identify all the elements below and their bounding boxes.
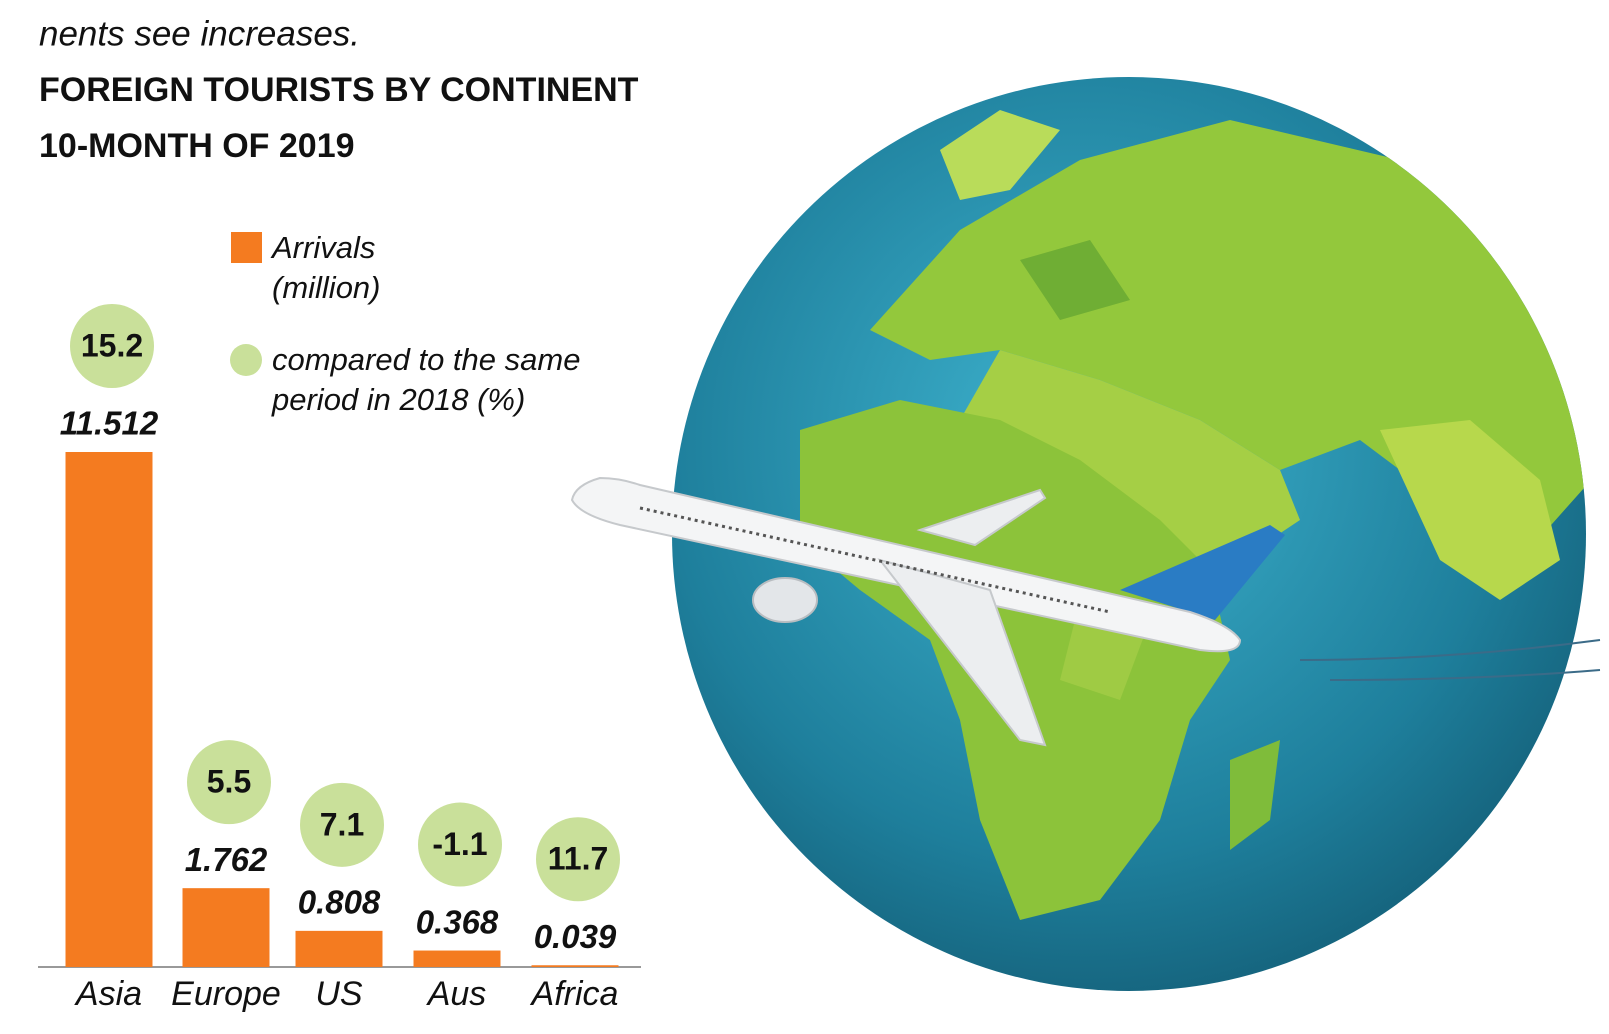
- x-tick-label: Africa: [530, 975, 619, 1013]
- x-tick-label: US: [315, 975, 363, 1013]
- value-label: 0.808: [298, 884, 381, 921]
- legend-swatch: [231, 232, 262, 263]
- change-bubble: [418, 802, 502, 887]
- legend-label: compared to the same period in 2018 (%): [272, 342, 581, 417]
- change-label: 5.5: [207, 764, 251, 800]
- value-label: 11.512: [60, 405, 159, 442]
- value-label: 1.762: [185, 841, 268, 878]
- change-label: 15.2: [81, 327, 143, 363]
- legend-label: Arrivals (million): [272, 230, 381, 305]
- value-label: 0.368: [416, 903, 499, 940]
- legend-swatch: [230, 344, 262, 376]
- bar: [182, 888, 270, 967]
- value-label: 0.039: [534, 918, 617, 955]
- change-bubble: [70, 304, 154, 388]
- chart-title: FOREIGN TOURISTS BY CONTINENT: [39, 71, 639, 109]
- airplane: [570, 476, 1601, 747]
- chart-title: 10-MONTH OF 2019: [39, 127, 355, 165]
- bar: [295, 930, 383, 967]
- change-bubble: [187, 740, 271, 825]
- bar: [65, 452, 153, 967]
- change-label: 7.1: [320, 806, 364, 842]
- globe: [672, 77, 1586, 991]
- x-tick-label: Asia: [74, 975, 142, 1013]
- change-label: -1.1: [432, 826, 487, 862]
- x-tick-label: Europe: [171, 975, 281, 1013]
- change-label: 11.7: [548, 841, 609, 877]
- change-bubble: [536, 817, 620, 902]
- bar: [531, 965, 619, 967]
- x-tick-label: Aus: [426, 975, 487, 1013]
- subtitle: nents see increases.: [39, 14, 360, 53]
- bar: [413, 950, 501, 967]
- change-bubble: [300, 782, 384, 867]
